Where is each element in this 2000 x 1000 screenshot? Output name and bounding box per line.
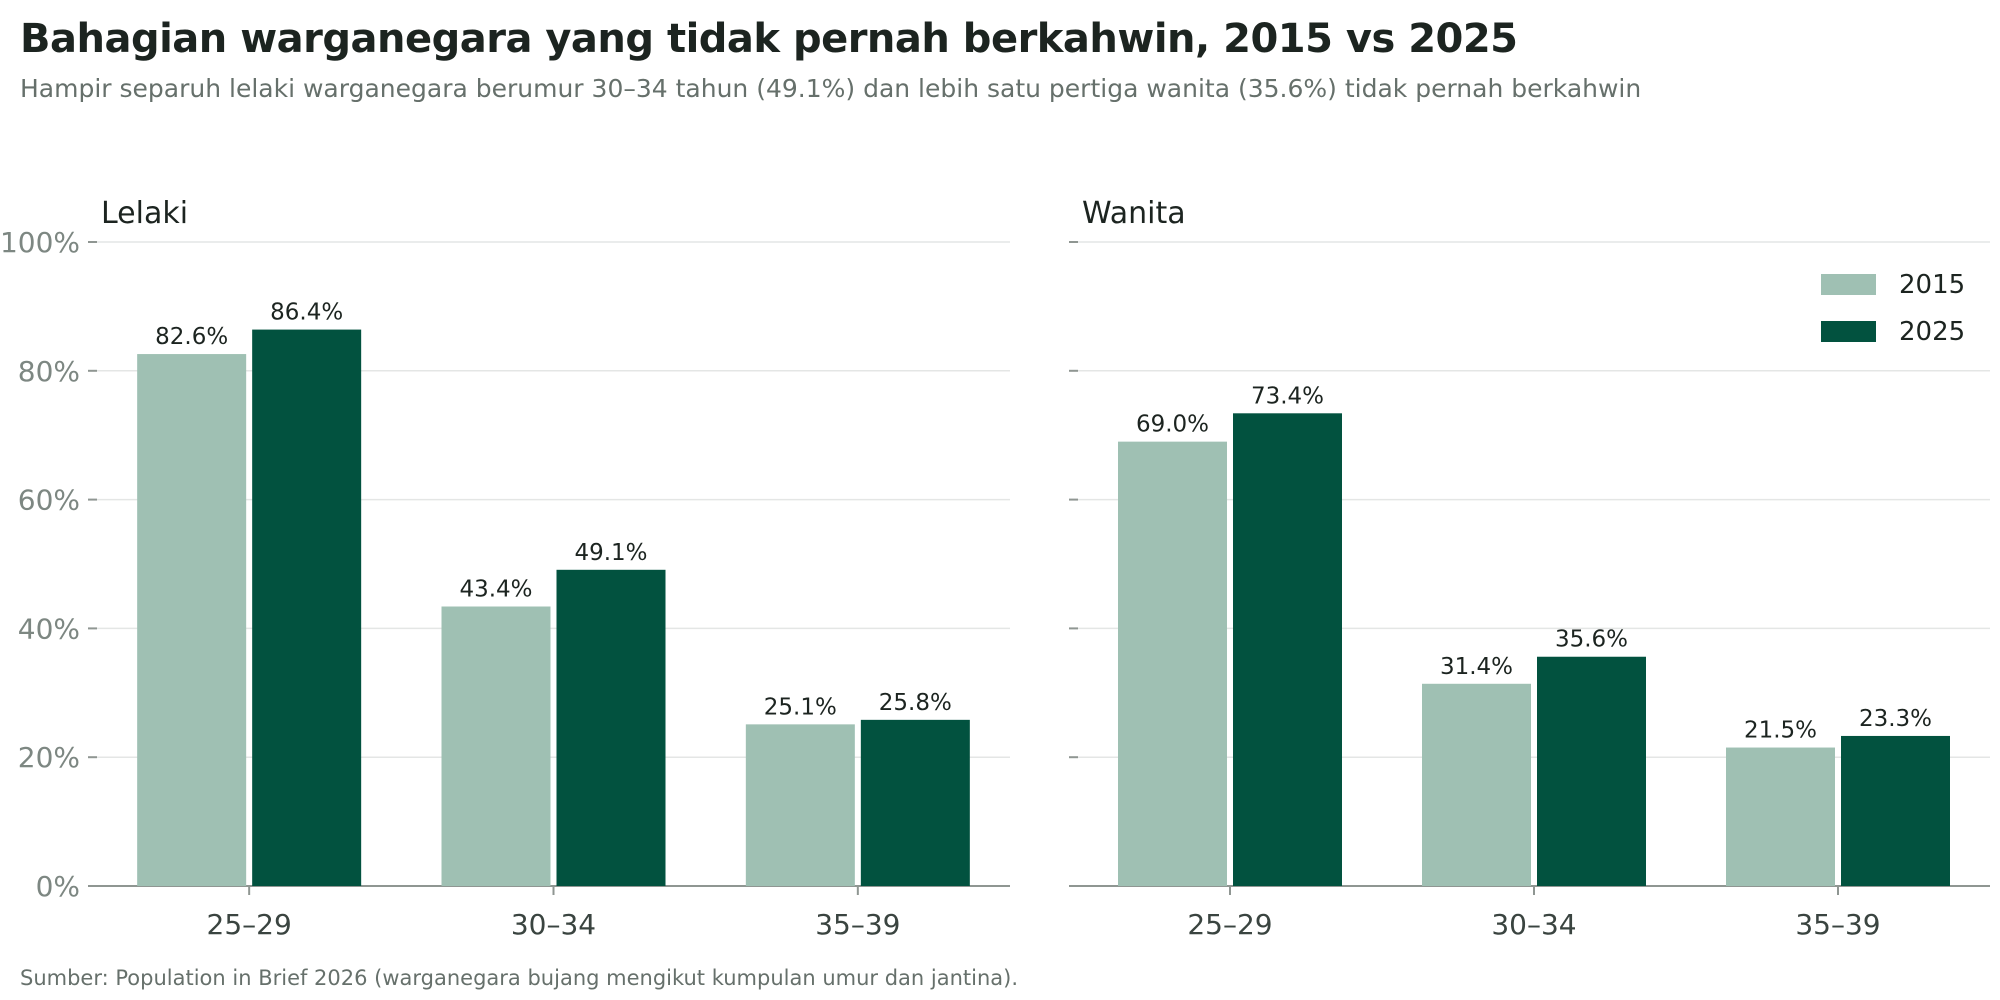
y-tick-label: 20% (18, 741, 80, 774)
bar-2025-35–39 (860, 719, 970, 886)
data-label: 43.4% (459, 577, 532, 603)
x-tick-label: 30–34 (511, 908, 596, 941)
data-label: 31.4% (1440, 654, 1513, 680)
data-label: 25.8% (879, 690, 952, 716)
bar-2015-30–34 (1422, 683, 1531, 886)
bar-2015-30–34 (441, 606, 551, 886)
legend-swatch-2015 (1821, 274, 1876, 295)
chart-source: Sumber: Population in Brief 2026 (wargan… (20, 966, 1019, 990)
x-tick-label: 30–34 (1491, 908, 1576, 941)
data-label: 73.4% (1251, 383, 1324, 409)
y-tick-label: 0% (36, 870, 80, 903)
bar-2025-30–34 (556, 569, 666, 886)
panel-lelaki: Lelaki 0% 20% 40% 60% 80% 100% 25–29 82.6% 86.4% 3… (0, 196, 1010, 941)
data-label: 82.6% (155, 324, 228, 350)
panel-wanita: Wanita 25–29 69.0% 73.4% 30–34 31.4% 35.6% 35–3… (1069, 196, 1990, 941)
data-label: 25.1% (764, 694, 837, 720)
data-label: 69.0% (1136, 412, 1209, 438)
legend-label: 2025 (1899, 317, 1965, 347)
chart-subtitle: Hampir separuh lelaki warganegara berumu… (20, 74, 1642, 103)
panel-title: Wanita (1082, 196, 1186, 231)
bar-2015-35–39 (745, 724, 855, 886)
data-label: 49.1% (574, 540, 647, 566)
bar-2025-25–29 (1233, 413, 1342, 886)
data-label: 23.3% (1859, 706, 1932, 732)
legend-swatch-2025 (1821, 321, 1876, 342)
x-tick-label: 25–29 (1187, 908, 1272, 941)
y-tick-label: 80% (18, 355, 80, 388)
y-tick-label: 40% (18, 612, 80, 645)
bar-2015-25–29 (1118, 441, 1227, 886)
legend-label: 2015 (1899, 270, 1965, 300)
data-label: 35.6% (1555, 627, 1628, 653)
x-tick-label: 35–39 (815, 908, 900, 941)
data-label: 86.4% (270, 300, 343, 326)
bar-2015-25–29 (137, 354, 247, 886)
bar-2025-25–29 (252, 329, 362, 887)
chart-title: Bahagian warganegara yang tidak pernah b… (20, 16, 1518, 62)
bar-2025-30–34 (1537, 656, 1646, 886)
bar-2025-35–39 (1841, 735, 1950, 886)
x-tick-label: 35–39 (1795, 908, 1880, 941)
y-tick-label: 100% (0, 226, 80, 259)
bar-2015-35–39 (1726, 747, 1835, 886)
y-tick-label: 60% (18, 484, 80, 517)
x-tick-label: 25–29 (207, 908, 292, 941)
data-label: 21.5% (1744, 718, 1817, 744)
panel-title: Lelaki (101, 196, 188, 231)
